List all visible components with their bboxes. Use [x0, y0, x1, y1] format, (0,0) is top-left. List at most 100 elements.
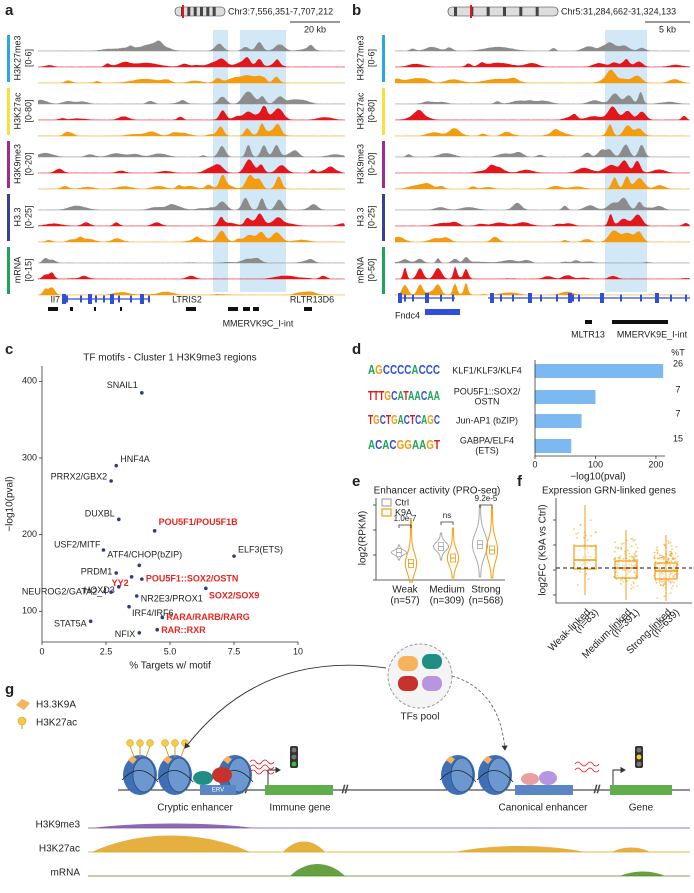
- repeat-element: [48, 307, 58, 311]
- scatter-point: [109, 590, 113, 594]
- jitter-point: [654, 579, 657, 582]
- break-mark: //: [594, 784, 601, 796]
- recruit-arrow: [184, 664, 387, 749]
- scatter-point: [114, 571, 119, 575]
- track-mark: H3K9me3: [355, 144, 365, 184]
- legend-swatch: [381, 498, 392, 507]
- track-group-bar: [382, 194, 385, 241]
- scatter-point: [137, 631, 142, 635]
- jitter-point: [668, 566, 671, 568]
- exon: [620, 294, 622, 302]
- jitter-point: [633, 558, 636, 561]
- jitter-point: [616, 547, 619, 550]
- point-label: ATF4/CHOP(bZIP): [107, 550, 182, 560]
- scatter-point: [134, 594, 139, 598]
- repeat-element: [253, 307, 259, 311]
- enhancer: [515, 785, 573, 795]
- pct-label: 26: [673, 358, 683, 368]
- scatter-point: [109, 479, 113, 483]
- jitter-point: [614, 556, 617, 559]
- exon: [118, 295, 120, 303]
- point-label: DUXBL: [85, 509, 115, 519]
- h33k9a-mark: [446, 756, 455, 764]
- track-mark: H3K27ac: [355, 92, 365, 130]
- jitter-point: [670, 544, 673, 547]
- category-label: Strong: [471, 585, 500, 596]
- track-range: [0-15]: [23, 258, 33, 281]
- signal-track: [395, 230, 690, 242]
- ideogram-locus: [182, 5, 184, 18]
- jitter-point: [595, 531, 598, 533]
- category-label: Jun-AP1 (bZIP): [456, 415, 518, 425]
- track-range: [0-25]: [23, 205, 33, 228]
- k27ac-signal: [283, 841, 325, 852]
- gene-label: Gene: [629, 803, 654, 814]
- light: [291, 754, 297, 760]
- exon: [140, 294, 144, 304]
- point-label: NR2E3/PROX1: [141, 593, 203, 603]
- jitter-point: [579, 523, 582, 526]
- highlight-region: [240, 30, 286, 292]
- jitter-point: [636, 558, 639, 561]
- exon: [412, 294, 414, 302]
- jitter-point: [628, 558, 630, 561]
- jitter-point: [656, 552, 659, 555]
- scatter-point: [140, 391, 144, 395]
- jitter-point: [674, 573, 677, 576]
- jitter-point: [670, 550, 672, 553]
- chart-title: Enhancer activity (PRO-seq): [374, 486, 501, 497]
- repeat-element: [243, 307, 250, 311]
- jitter-point: [633, 561, 635, 564]
- dna-wrap: [439, 770, 477, 783]
- point-label: NFIX: [115, 629, 136, 639]
- tail: [180, 745, 186, 758]
- pct-label: 7: [675, 408, 680, 418]
- jitter-point: [582, 562, 585, 565]
- erna: [249, 759, 275, 765]
- enhancer-label: Canonical enhancer: [499, 803, 589, 814]
- category-label: GABPA/ELF4: [460, 435, 514, 445]
- jitter-point: [589, 519, 592, 522]
- signal-track: [38, 75, 345, 83]
- k27ac-mark: [136, 739, 144, 747]
- sequence-logo: ACACGGAAGT: [368, 437, 440, 452]
- jitter-point: [577, 532, 580, 534]
- scatter-point: [88, 619, 93, 624]
- jitter-point: [634, 572, 637, 575]
- erna: [249, 764, 275, 770]
- jitter-point: [632, 586, 635, 589]
- jitter-point: [633, 570, 636, 573]
- nucleosome-core: [132, 757, 156, 793]
- jitter-point: [586, 548, 589, 551]
- recruit-arrow-dashed: [451, 675, 508, 751]
- jitter-point: [573, 543, 576, 546]
- jitter-point: [615, 563, 618, 566]
- scale-label: 20 kb: [304, 24, 326, 34]
- sequence-logo: AGCCCCACCC: [368, 362, 440, 377]
- track-group-bar: [382, 141, 385, 188]
- track-mark: H3.3: [12, 207, 22, 226]
- tail: [145, 745, 151, 758]
- jitter-point: [585, 572, 588, 575]
- jitter-point: [628, 552, 631, 555]
- y-tick-label: 400: [22, 376, 37, 386]
- exon: [95, 295, 97, 303]
- category-label: OSTN: [474, 396, 499, 406]
- violin: [432, 532, 450, 561]
- violin: [485, 507, 499, 579]
- jitter-point: [655, 548, 658, 551]
- signal-track: [38, 106, 345, 120]
- light: [636, 754, 642, 760]
- track-mark: mRNA: [355, 257, 365, 284]
- track-mark: H3.3: [355, 207, 365, 226]
- jitter-point: [631, 537, 634, 540]
- signal-track: [395, 176, 690, 189]
- jitter-point: [659, 576, 661, 579]
- jitter-point: [667, 557, 670, 560]
- chart-title: Expression GRN-linked genes: [542, 486, 676, 497]
- immune-gene: [265, 785, 333, 795]
- jitter-point: [573, 528, 576, 530]
- jitter-point: [630, 564, 633, 567]
